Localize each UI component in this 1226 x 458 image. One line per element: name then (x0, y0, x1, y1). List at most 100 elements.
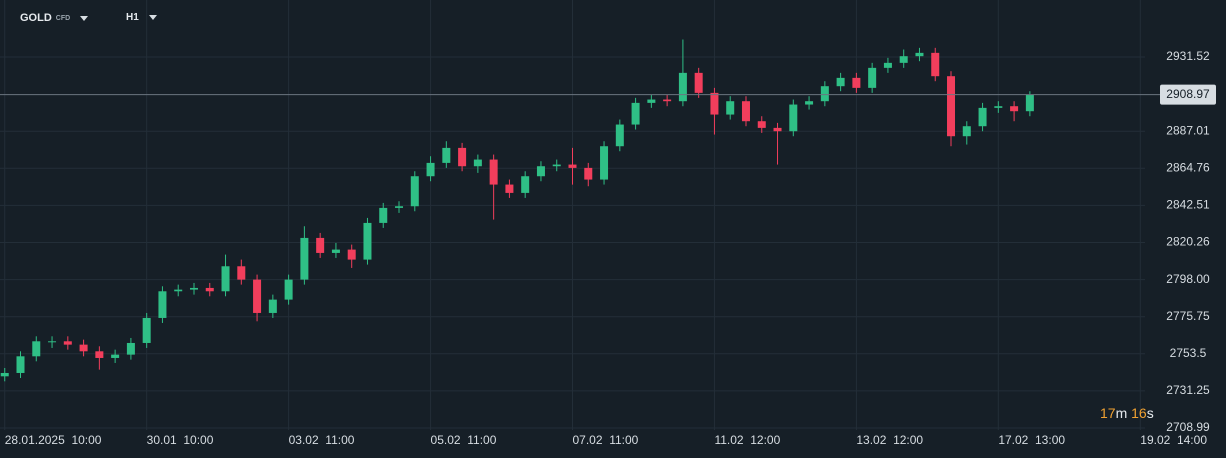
candle-body (347, 249, 356, 260)
candle-body (126, 342, 135, 355)
candle-body (189, 287, 198, 290)
candle-body (473, 159, 482, 167)
candle-body (379, 207, 388, 223)
symbol-tag: CFD (55, 14, 71, 22)
candle-body (726, 101, 735, 115)
last-price-label: 2908.97 (1166, 87, 1210, 101)
candle-body (505, 184, 514, 193)
candle-body (915, 52, 924, 57)
x-tick-label: 17.02 13:00 (998, 433, 1065, 447)
candle-body (221, 266, 230, 292)
candle-body (757, 121, 766, 128)
candle-body (521, 176, 530, 193)
candle-body (994, 106, 1003, 108)
candle-body (836, 77, 845, 87)
candle-body (331, 249, 340, 253)
candle-body (300, 237, 309, 280)
last-price-box (1160, 84, 1216, 105)
candle-body (647, 99, 656, 103)
symbol: GOLD (20, 12, 52, 24)
y-tick-label: 2842.51 (1166, 198, 1210, 212)
candle-body (1010, 106, 1019, 112)
candle-body (395, 206, 404, 208)
candle-body (0, 372, 9, 377)
candle-body (552, 164, 561, 167)
candle-body (237, 266, 246, 280)
candle-body (805, 101, 814, 105)
x-tick-label: 28.01.2025 10:00 (5, 433, 102, 447)
candle-body (773, 127, 782, 132)
candle-body (158, 291, 167, 318)
candle-body (741, 101, 750, 122)
candle-body (79, 344, 88, 352)
y-tick-label: 2887.01 (1166, 123, 1210, 137)
candle-body (663, 99, 672, 102)
x-tick-label: 11.02 12:00 (714, 433, 780, 447)
candle-body (820, 86, 829, 102)
candle-body (410, 176, 419, 207)
candle-body (111, 354, 120, 358)
x-tick-label: 13.02 12:00 (856, 433, 923, 447)
candle-body (631, 102, 640, 125)
y-tick-label: 2731.25 (1166, 383, 1210, 397)
y-tick-label: 2708.99 (1166, 420, 1210, 434)
candle-body (584, 167, 593, 180)
y-tick-label: 2798.00 (1166, 272, 1210, 286)
x-tick-label: 07.02 11:00 (573, 433, 639, 447)
y-tick-label: 2931.52 (1166, 49, 1210, 63)
seconds: 16 (1131, 405, 1147, 421)
candle-body (284, 279, 293, 300)
x-tick-label: 05.02 11:00 (431, 433, 497, 447)
candle-body (568, 164, 577, 168)
candle-body (253, 279, 262, 313)
y-tick-label: 2753.5 (1170, 346, 1207, 360)
candle-body (16, 356, 25, 373)
y-tick-label: 2775.75 (1166, 309, 1210, 323)
candle-body (852, 77, 861, 88)
candle-body (142, 317, 151, 343)
y-tick-label: 2820.26 (1166, 235, 1210, 249)
candle-body (978, 107, 987, 127)
candle-body (600, 146, 609, 180)
timeframe: H1 (126, 12, 139, 23)
symbol-selector[interactable]: GOLD CFD (20, 12, 89, 24)
candle-body (205, 287, 214, 292)
candle-body (363, 222, 372, 260)
candle-body (710, 92, 719, 115)
candle-body (947, 76, 956, 137)
timeframe-selector[interactable]: H1 (126, 12, 157, 23)
candle-body (536, 166, 545, 177)
minutes: 17 (1100, 405, 1116, 421)
candle-body (1025, 94, 1034, 112)
candle-body (32, 341, 41, 357)
x-tick-label: 19.02 14:00 (1140, 433, 1207, 447)
dropdown-caret (80, 15, 89, 21)
candle-body (789, 104, 798, 132)
candle-body (899, 56, 908, 63)
candle-body (678, 72, 687, 102)
candle-body (615, 124, 624, 147)
candle-body (489, 159, 498, 185)
candle-body (426, 162, 435, 177)
candle-body (458, 147, 467, 167)
x-tick-label: 03.02 11:00 (289, 433, 355, 447)
candle-body (95, 351, 104, 358)
candle-body (931, 52, 940, 77)
candle-body (48, 341, 57, 343)
candle-body (868, 67, 877, 88)
candle-body (442, 147, 451, 163)
candle-body (316, 237, 325, 253)
countdown: 17m 16s (1100, 405, 1154, 421)
candle-body (962, 126, 971, 137)
candle-body (883, 62, 892, 68)
unit: m (1115, 405, 1128, 421)
y-tick-label: 2864.76 (1166, 160, 1210, 174)
candle-body (694, 72, 703, 93)
x-tick-label: 30.01 10:00 (147, 433, 214, 447)
candle-body (174, 289, 183, 292)
dropdown-caret (148, 15, 157, 20)
candle-body (63, 341, 72, 345)
candle-body (268, 299, 277, 313)
